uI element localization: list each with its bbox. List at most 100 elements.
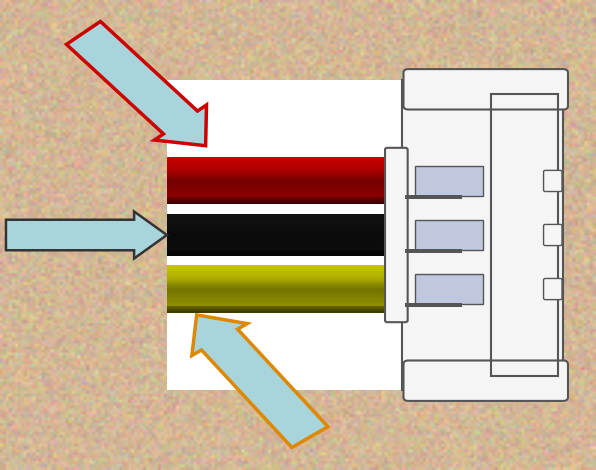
Bar: [167, 198, 405, 200]
Bar: [167, 220, 405, 221]
Bar: [167, 255, 405, 256]
Bar: [167, 216, 405, 217]
FancyBboxPatch shape: [403, 69, 568, 110]
Bar: [167, 237, 405, 238]
Bar: [167, 191, 405, 193]
Bar: [167, 165, 405, 167]
Bar: [405, 195, 462, 198]
Bar: [167, 195, 405, 196]
Bar: [167, 236, 405, 237]
Bar: [167, 290, 405, 291]
Bar: [167, 243, 405, 244]
Bar: [167, 244, 405, 245]
Bar: [167, 80, 453, 390]
Bar: [167, 271, 405, 273]
Bar: [167, 188, 405, 189]
Bar: [167, 241, 405, 243]
Bar: [167, 222, 405, 223]
Bar: [167, 239, 405, 240]
FancyBboxPatch shape: [385, 148, 408, 322]
Bar: [167, 214, 405, 215]
Bar: [167, 303, 405, 305]
Bar: [167, 308, 405, 309]
Bar: [167, 294, 405, 295]
Bar: [167, 189, 405, 190]
Bar: [167, 285, 405, 287]
Bar: [167, 170, 405, 172]
Bar: [167, 275, 405, 276]
Bar: [167, 162, 405, 163]
Bar: [167, 266, 405, 267]
Bar: [167, 219, 405, 220]
Bar: [167, 196, 405, 197]
Bar: [167, 232, 405, 233]
Bar: [167, 157, 405, 159]
Bar: [167, 311, 405, 313]
FancyBboxPatch shape: [544, 225, 562, 245]
FancyBboxPatch shape: [544, 170, 562, 192]
Bar: [167, 228, 405, 230]
Bar: [167, 221, 405, 222]
Bar: [167, 167, 405, 168]
Bar: [167, 231, 405, 232]
Bar: [167, 215, 405, 216]
Bar: [167, 180, 405, 181]
Bar: [167, 291, 405, 292]
FancyBboxPatch shape: [544, 278, 562, 300]
Bar: [167, 266, 405, 268]
Bar: [167, 282, 405, 283]
Bar: [167, 190, 405, 192]
Bar: [167, 270, 405, 272]
Bar: [167, 218, 405, 219]
Bar: [167, 238, 405, 239]
Bar: [167, 181, 405, 182]
Bar: [167, 223, 405, 225]
Bar: [167, 278, 405, 280]
Bar: [167, 269, 405, 270]
Bar: [415, 274, 483, 305]
Bar: [167, 283, 405, 284]
Bar: [167, 250, 405, 251]
Bar: [167, 160, 405, 161]
Bar: [167, 172, 405, 174]
Polygon shape: [6, 212, 167, 258]
Polygon shape: [66, 22, 207, 146]
FancyBboxPatch shape: [403, 360, 568, 401]
Bar: [167, 274, 405, 275]
Bar: [167, 254, 405, 255]
Bar: [167, 234, 405, 235]
Bar: [167, 187, 405, 188]
Bar: [167, 304, 405, 306]
Bar: [167, 163, 405, 164]
Bar: [167, 158, 405, 160]
Bar: [167, 292, 405, 294]
Bar: [405, 303, 462, 306]
Bar: [167, 182, 405, 183]
Bar: [167, 280, 405, 281]
Bar: [167, 306, 405, 308]
Bar: [167, 281, 405, 282]
Bar: [167, 203, 405, 204]
Bar: [167, 186, 405, 187]
Bar: [167, 249, 405, 250]
Bar: [167, 194, 405, 195]
Bar: [402, 80, 563, 390]
Bar: [167, 200, 405, 201]
Bar: [167, 284, 405, 285]
Bar: [167, 295, 405, 296]
Bar: [405, 249, 462, 253]
Bar: [167, 301, 405, 302]
Bar: [167, 253, 405, 254]
Bar: [167, 224, 405, 226]
Bar: [491, 94, 558, 376]
Bar: [167, 252, 405, 253]
Bar: [167, 240, 405, 242]
Bar: [167, 309, 405, 310]
Bar: [415, 166, 483, 196]
Bar: [167, 202, 405, 204]
Bar: [167, 268, 405, 269]
Bar: [167, 226, 405, 227]
Bar: [167, 184, 405, 186]
Bar: [167, 298, 405, 300]
Bar: [167, 302, 405, 303]
